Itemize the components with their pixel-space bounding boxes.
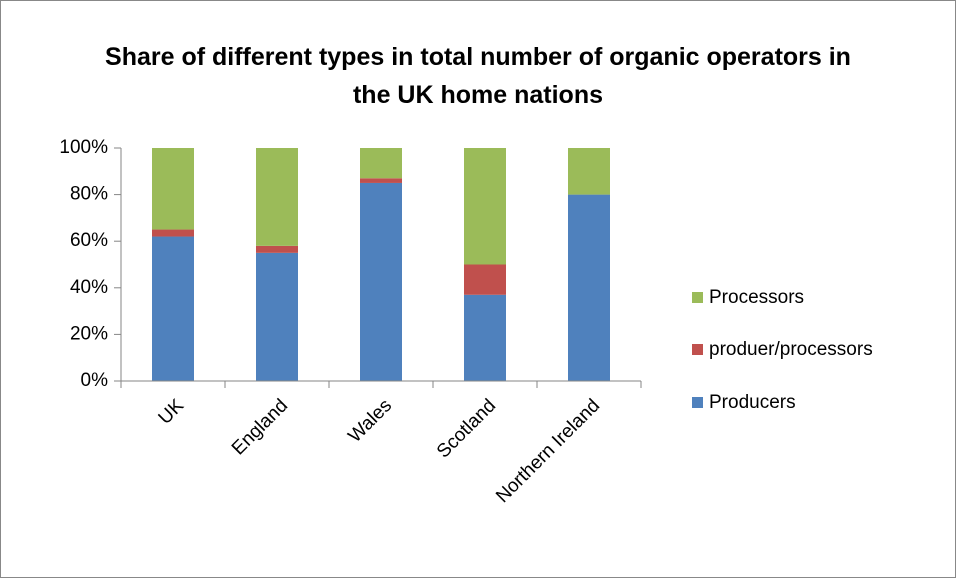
bar-segment	[464, 294, 506, 381]
legend-label: Producers	[709, 392, 796, 413]
bar-segment	[152, 236, 194, 381]
bar-segment	[464, 148, 506, 265]
chart-title: Share of different types in total number…	[105, 43, 851, 109]
legend-swatch	[692, 397, 703, 408]
bar-segment	[360, 178, 402, 183]
bar-segment	[152, 148, 194, 230]
y-tick-label: 0%	[81, 370, 109, 391]
legend-label: produer/processors	[709, 339, 873, 360]
legend-label: Processors	[709, 287, 804, 308]
bar-segment	[360, 182, 402, 381]
bar-segment	[360, 148, 402, 179]
bar-segment	[464, 264, 506, 295]
bar-segment	[568, 148, 610, 195]
y-tick-label: 40%	[70, 277, 108, 298]
bar-segment	[256, 252, 298, 381]
y-tick-label: 80%	[70, 184, 108, 205]
legend-swatch	[692, 292, 703, 303]
bar-segment	[152, 229, 194, 237]
bar-segment	[256, 148, 298, 246]
bar-segment	[256, 245, 298, 253]
bar-segment	[568, 194, 610, 381]
y-tick-label: 20%	[70, 323, 108, 344]
y-tick-label: 60%	[70, 230, 108, 251]
legend-swatch	[692, 344, 703, 355]
y-tick-label: 100%	[59, 137, 108, 158]
